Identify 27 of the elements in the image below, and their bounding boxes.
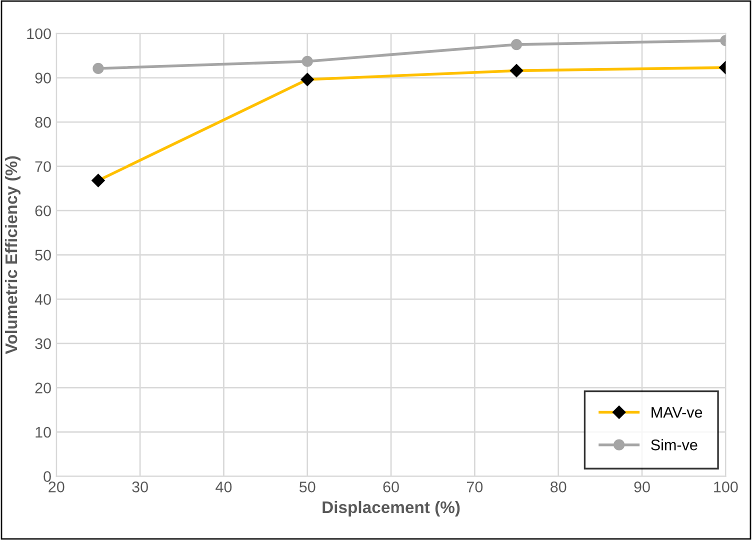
- y-tick-label: 70: [35, 161, 51, 172]
- y-tick-label: 90: [35, 72, 51, 84]
- legend-label: MAV-ve: [652, 407, 702, 418]
- x-tick-label: 50: [299, 482, 316, 492]
- y-tick-label: 50: [35, 250, 51, 261]
- y-tick-label: 10: [36, 426, 51, 438]
- y-tick-label: 40: [34, 294, 51, 305]
- legend-label: Sim-ve: [651, 439, 698, 450]
- y-tick-label: 0: [44, 471, 51, 482]
- y-tick-label: 60: [35, 205, 51, 216]
- y-tick-label: 100: [27, 28, 51, 40]
- x-tick-label: 30: [132, 482, 148, 492]
- x-tick-label: 100: [714, 482, 738, 492]
- x-tick-label: 80: [550, 482, 566, 492]
- x-tick-label: 20: [48, 482, 64, 492]
- point: [510, 38, 522, 50]
- y-tick-label: 20: [35, 382, 51, 394]
- x-tick-label: 90: [634, 482, 650, 492]
- y-axis-title: Volumetric Efficiency (%): [4, 156, 20, 354]
- point: [92, 62, 104, 74]
- x-axis-title: Displacement (%): [322, 500, 460, 516]
- x-tick-label: 60: [383, 482, 399, 492]
- y-tick-label: 30: [35, 338, 51, 350]
- point: [302, 56, 313, 67]
- x-tick-label: 70: [466, 482, 483, 492]
- y-tick-label: 80: [35, 116, 51, 128]
- x-tick-label: 40: [216, 482, 232, 492]
